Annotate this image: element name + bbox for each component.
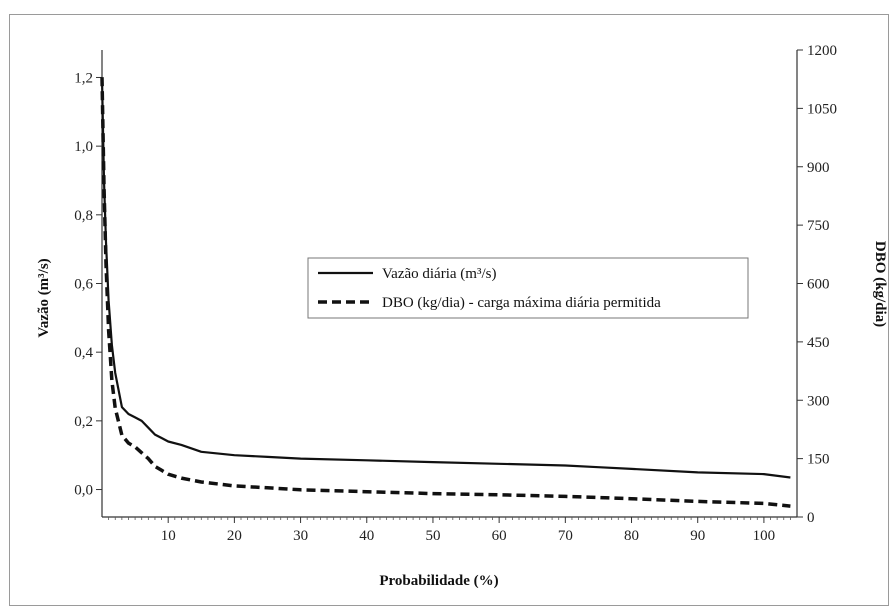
y-right-tick-label: 300 <box>807 393 830 409</box>
y-left-tick-label: 0,0 <box>74 483 93 499</box>
legend: Vazão diária (m³/s) DBO (kg/dia) - carga… <box>307 257 749 319</box>
x-tick-label: 10 <box>161 528 176 544</box>
x-tick-label: 80 <box>624 528 639 544</box>
y-right-tick-label: 900 <box>807 160 830 176</box>
axes-group: 10 20 30 40 50 60 70 80 90 100 0,0 0,2 0,4 0,6 0,8 1,0 1… <box>74 43 837 544</box>
legend-label-vazao: Vazão diária (m³/s) <box>382 266 496 282</box>
y-right-tick-label: 600 <box>807 277 830 293</box>
series-line-vazao <box>100 77 791 479</box>
x-tick-label: 100 <box>753 528 776 544</box>
y-left-tick-label: 0,8 <box>74 208 93 224</box>
y-left-tick-label: 0,4 <box>74 345 93 361</box>
x-tick-label: 60 <box>492 528 507 544</box>
legend-label-dbo: DBO (kg/dia) - carga máxima diária permi… <box>382 295 661 311</box>
y-right-tick-label: 750 <box>807 218 830 234</box>
x-tick-label: 40 <box>359 528 374 544</box>
series-group <box>100 77 791 508</box>
x-tick-label: 30 <box>293 528 308 544</box>
y-right-tick-label: 1050 <box>807 101 837 117</box>
x-tick-label: 70 <box>558 528 573 544</box>
x-tick-label: 50 <box>425 528 440 544</box>
y-right-tick-label: 150 <box>807 452 830 468</box>
y-left-tick-label: 1,0 <box>74 139 93 155</box>
x-tick-label: 90 <box>690 528 705 544</box>
y-left-axis-title: Vazão (m³/s) <box>36 258 52 337</box>
legend-box <box>307 257 749 319</box>
series-line-dbo <box>100 77 791 508</box>
x-axis-title: Probabilidade (%) <box>379 573 498 589</box>
y-right-tick-label: 0 <box>807 510 815 526</box>
x-tick-label: 20 <box>227 528 242 544</box>
y-right-axis-title: DBO (kg/dia) <box>872 241 888 327</box>
y-left-tick-label: 0,2 <box>74 414 93 430</box>
y-right-tick-label: 1200 <box>807 43 837 59</box>
y-left-tick-label: 1,2 <box>74 70 93 86</box>
y-left-tick-label: 0,6 <box>74 277 93 293</box>
y-right-tick-label: 450 <box>807 335 830 351</box>
